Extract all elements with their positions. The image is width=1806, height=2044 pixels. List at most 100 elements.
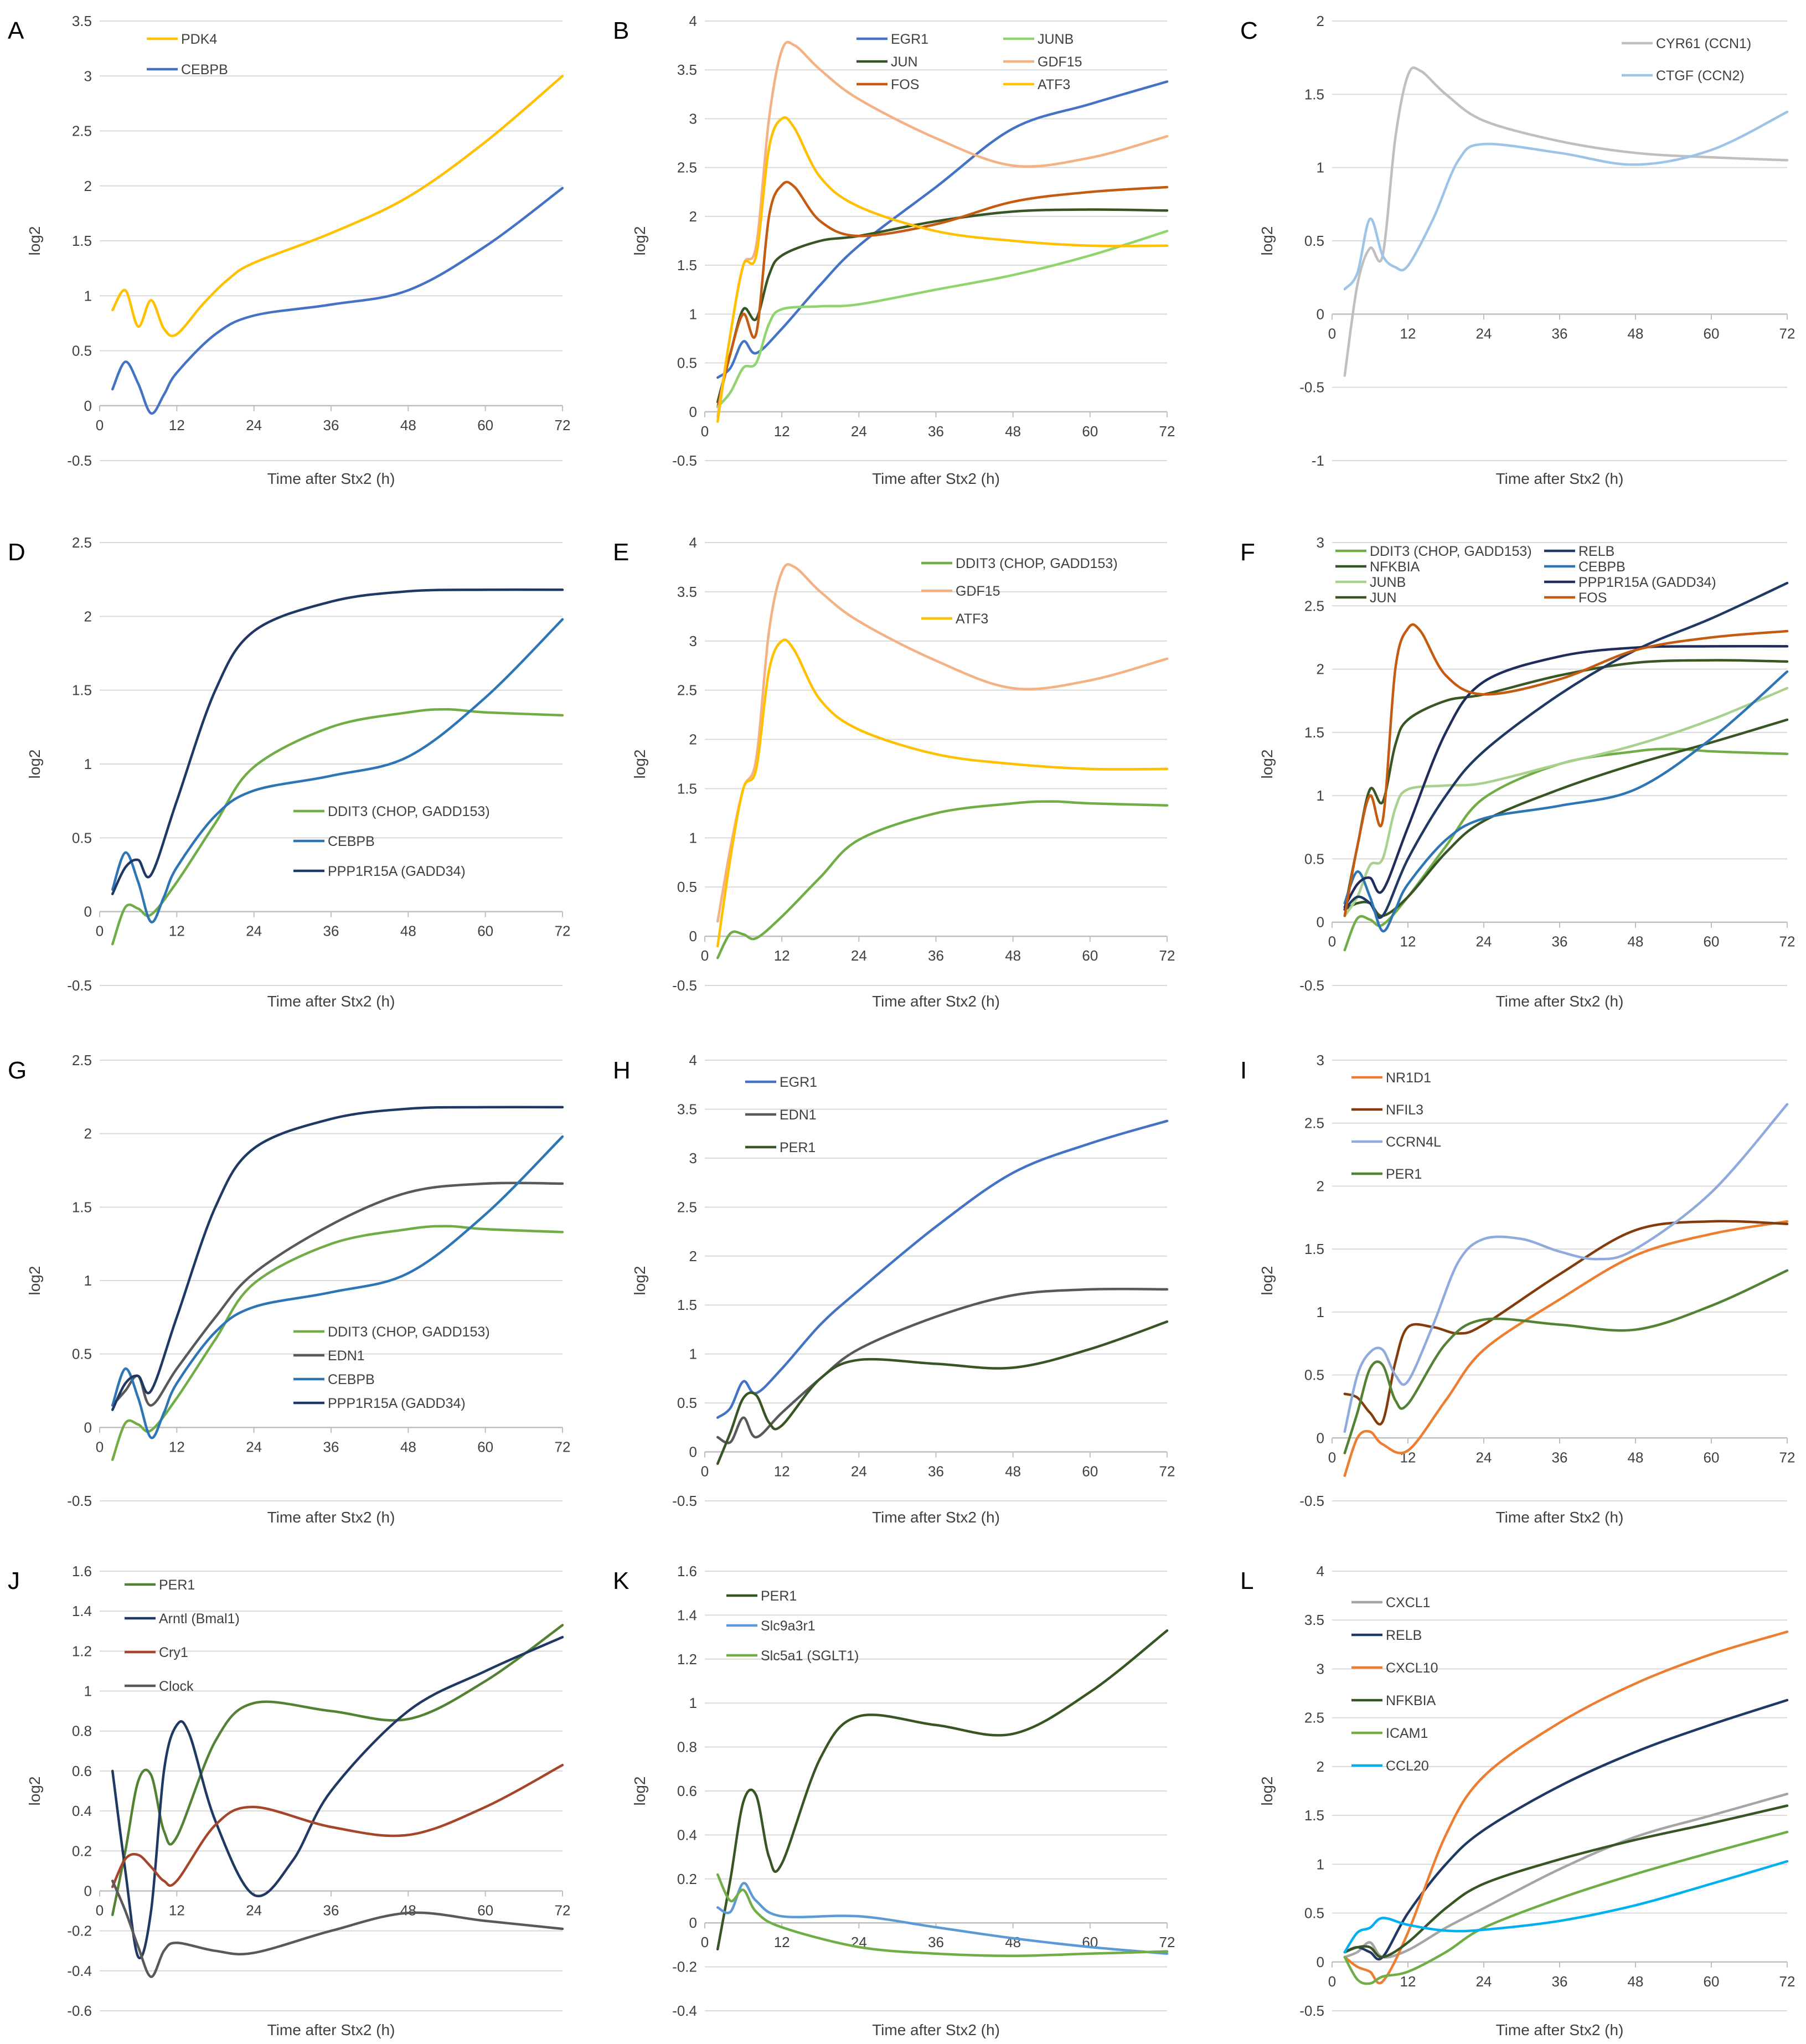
- x-tick-label-c-0: 0: [1328, 325, 1336, 342]
- series-line-k-slc5a1-sglt1: [716, 1873, 1169, 1958]
- legend-label-d-ddit3-chop-gadd153: DDIT3 (CHOP, GADD153): [328, 804, 490, 819]
- y-tick-label-i-2: 2: [1317, 1178, 1324, 1194]
- x-tick-label-d-3: 36: [323, 923, 339, 940]
- panel-letter-h: H: [613, 1057, 631, 1084]
- y-tick-label-l-8: 0: [1317, 1954, 1324, 1970]
- y-tick-label-l-0: 4: [1317, 1563, 1324, 1580]
- y-tick-label-b-5: 1.5: [677, 257, 697, 273]
- y-tick-label-b-7: 0.5: [677, 355, 697, 371]
- panel-d: D 2.5 2 1.5 1 0.5 0 -0.5 0 12 24 36 48 60 72 Time after…: [8, 534, 570, 1010]
- y-tick-label-b-6: 1: [689, 306, 697, 322]
- x-tick-label-k-6: 72: [1159, 1934, 1175, 1950]
- legend-label-i-per1: PER1: [1386, 1166, 1422, 1182]
- y-tick-label-f-7: -0.5: [1299, 977, 1324, 994]
- legend-label-h-egr1: EGR1: [780, 1075, 817, 1090]
- y-tick-label-e-3: 2.5: [677, 682, 697, 699]
- legend-label-l-icam1: ICAM1: [1386, 1726, 1428, 1741]
- x-tick-label-c-6: 72: [1779, 325, 1795, 342]
- x-tick-label-g-3: 36: [323, 1438, 339, 1455]
- y-tick-label-c-1: 1.5: [1304, 86, 1324, 102]
- x-tick-label-h-6: 72: [1159, 1463, 1175, 1480]
- series-line-k-per1: [716, 1629, 1169, 1951]
- y-tick-label-g-5: 0: [84, 1419, 92, 1436]
- series-line-b-junb: [716, 230, 1169, 409]
- series-line-f-fos: [1343, 623, 1789, 917]
- y-tick-label-g-0: 2.5: [72, 1052, 92, 1069]
- y-tick-label-d-4: 0.5: [72, 829, 92, 846]
- y-tick-label-e-0: 4: [689, 534, 697, 551]
- y-tick-label-l-4: 2: [1317, 1758, 1324, 1775]
- series-line-l-cxcl1: [1343, 1793, 1789, 1959]
- legend-label-f-fos: FOS: [1578, 590, 1607, 606]
- y-axis-title-h: log2: [631, 1266, 648, 1295]
- x-tick-label-h-4: 48: [1005, 1463, 1021, 1480]
- x-axis-title-d: Time after Stx2 (h): [267, 993, 395, 1010]
- y-tick-label-a-8: -0.5: [67, 452, 92, 469]
- panel-letter-e: E: [613, 539, 629, 566]
- x-tick-label-k-3: 36: [928, 1934, 944, 1950]
- y-tick-label-c-5: -0.5: [1299, 379, 1324, 396]
- y-tick-label-l-1: 3.5: [1304, 1612, 1324, 1628]
- panel-h: H 43.532.521.510.50-0.50 12 24 36 48 60 72Time …: [613, 1052, 1175, 1526]
- series-line-f-ddit3-chop-gadd153: [1343, 747, 1789, 952]
- legend-label-c-ctgf-ccn2: CTGF (CCN2): [1656, 68, 1745, 84]
- series-line-j-clock: [111, 1880, 564, 1978]
- y-tick-label-k-0: 1.6: [677, 1563, 697, 1580]
- x-tick-label-a-1: 12: [169, 417, 185, 433]
- series-line-a-cebpb: [111, 187, 564, 415]
- y-tick-label-d-1: 2: [84, 608, 92, 624]
- panel-letter-d: D: [8, 539, 25, 566]
- x-tick-label-b-0: 0: [701, 423, 709, 440]
- series-line-j-cry1: [111, 1763, 564, 1888]
- y-tick-label-b-4: 2: [689, 208, 697, 225]
- y-tick-label-a-6: 0.5: [72, 343, 92, 359]
- legend-label-f-junb: JUNB: [1370, 575, 1406, 590]
- x-tick-label-i-6: 72: [1779, 1449, 1795, 1465]
- y-axis-title-e: log2: [631, 750, 648, 779]
- series-line-b-atf3: [716, 116, 1169, 423]
- legend-label-a-pdk4: PDK4: [181, 32, 217, 47]
- legend-label-b-jun: JUN: [891, 54, 918, 70]
- legend-label-f-jun: JUN: [1370, 590, 1397, 606]
- legend-label-l-cxcl1: CXCL1: [1386, 1595, 1431, 1611]
- x-axis-title-c: Time after Stx2 (h): [1496, 470, 1624, 487]
- panel-f: F 3 2.5 2 1.5 1 0.5 0 -0.5 0 12 24 36 48 60 72 Time afte…: [1240, 534, 1795, 1010]
- y-tick-label-d-6: -0.5: [67, 977, 92, 994]
- x-axis-title-f: Time after Stx2 (h): [1496, 993, 1624, 1010]
- x-tick-label-e-1: 12: [774, 947, 790, 964]
- y-tick-label-h-8: 0: [689, 1444, 697, 1460]
- x-tick-label-f-0: 0: [1328, 933, 1336, 950]
- y-tick-label-c-0: 2: [1317, 13, 1324, 29]
- x-tick-label-j-0: 0: [96, 1902, 104, 1918]
- y-tick-label-h-7: 0.5: [677, 1395, 697, 1411]
- panel-letter-c: C: [1240, 17, 1258, 44]
- y-tick-label-j-5: 0.6: [72, 1763, 92, 1779]
- x-tick-label-f-4: 48: [1628, 933, 1644, 950]
- y-tick-label-h-1: 3.5: [677, 1101, 697, 1117]
- y-tick-label-h-3: 2.5: [677, 1199, 697, 1215]
- y-tick-label-a-5: 1: [84, 287, 92, 304]
- y-tick-label-h-2: 3: [689, 1150, 697, 1166]
- series-line-k-slc9a3r1: [716, 1882, 1169, 1955]
- x-tick-label-j-2: 24: [246, 1902, 262, 1918]
- x-tick-label-l-5: 60: [1704, 1973, 1720, 1990]
- y-tick-label-e-4: 2: [689, 731, 697, 748]
- series-line-b-fos: [716, 180, 1169, 409]
- x-tick-label-k-1: 12: [774, 1934, 790, 1950]
- series-line-i-ccrn4l: [1343, 1103, 1789, 1433]
- panel-l: L 43.532.521.510.50-0.50 12 24 36 48 60 72Time …: [1240, 1563, 1795, 2038]
- y-tick-label-h-0: 4: [689, 1052, 697, 1069]
- x-axis-title-a: Time after Stx2 (h): [267, 470, 395, 487]
- panel-letter-l: L: [1240, 1567, 1253, 1594]
- x-tick-label-d-5: 60: [477, 923, 493, 940]
- x-tick-label-b-5: 60: [1082, 423, 1098, 440]
- legend-label-g-ppp1r15a-gadd34: PPP1R15A (GADD34): [328, 1396, 466, 1411]
- y-axis-title-k: log2: [631, 1777, 648, 1806]
- y-tick-label-j-4: 0.8: [72, 1723, 92, 1740]
- y-tick-label-e-7: 0.5: [677, 879, 697, 895]
- x-tick-label-h-1: 12: [774, 1463, 790, 1480]
- y-tick-label-a-7: 0: [84, 398, 92, 414]
- y-axis-title-i: log2: [1258, 1266, 1276, 1295]
- y-tick-label-l-5: 1.5: [1304, 1807, 1324, 1824]
- y-axis-title-j: log2: [26, 1777, 43, 1806]
